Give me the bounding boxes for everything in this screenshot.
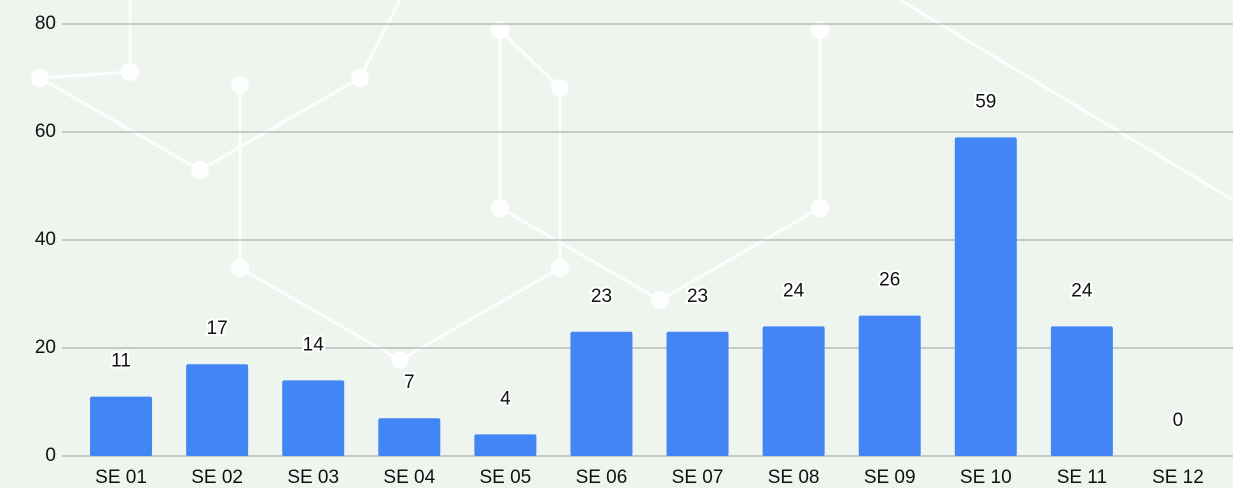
x-tick-label: SE 04 [383, 467, 435, 488]
y-tick-label: 40 [35, 229, 56, 250]
data-label: 17 [207, 318, 228, 339]
bar [954, 137, 1017, 456]
x-tick-label: SE 02 [191, 467, 243, 488]
bar [762, 326, 825, 456]
bar [186, 364, 249, 456]
bar [282, 380, 345, 456]
x-tick-label: SE 05 [479, 467, 531, 488]
bar [378, 418, 441, 456]
bar [1050, 326, 1113, 456]
data-label: 24 [1071, 280, 1093, 301]
data-label: 11 [111, 351, 131, 372]
data-label: 4 [500, 388, 511, 409]
data-label: 14 [303, 334, 325, 355]
bar [858, 315, 921, 456]
background-decoration [31, 0, 1233, 369]
y-tick-label: 0 [45, 445, 56, 466]
data-label: 0 [1173, 410, 1184, 431]
bar [474, 434, 537, 456]
x-tick-label: SE 10 [960, 467, 1012, 488]
x-tick-label: SE 08 [768, 467, 820, 488]
data-label: 59 [975, 91, 996, 112]
x-tick-label: SE 03 [287, 467, 339, 488]
x-tick-label: SE 11 [1057, 467, 1107, 488]
data-label: 24 [783, 280, 805, 301]
y-tick-label: 80 [35, 13, 56, 34]
y-tick-label: 20 [35, 337, 56, 358]
x-tick-label: SE 06 [576, 467, 628, 488]
x-tick-label: SE 07 [672, 467, 724, 488]
data-label: 23 [591, 286, 612, 307]
x-tick-label: SE 12 [1152, 467, 1204, 488]
bar [570, 331, 633, 456]
data-label: 23 [687, 286, 708, 307]
bar [666, 331, 729, 456]
y-tick-label: 60 [35, 121, 56, 142]
x-tick-label: SE 09 [864, 467, 916, 488]
data-label: 26 [879, 270, 900, 291]
data-label: 7 [404, 372, 415, 393]
x-tick-label: SE 01 [95, 467, 147, 488]
bar [90, 396, 153, 456]
